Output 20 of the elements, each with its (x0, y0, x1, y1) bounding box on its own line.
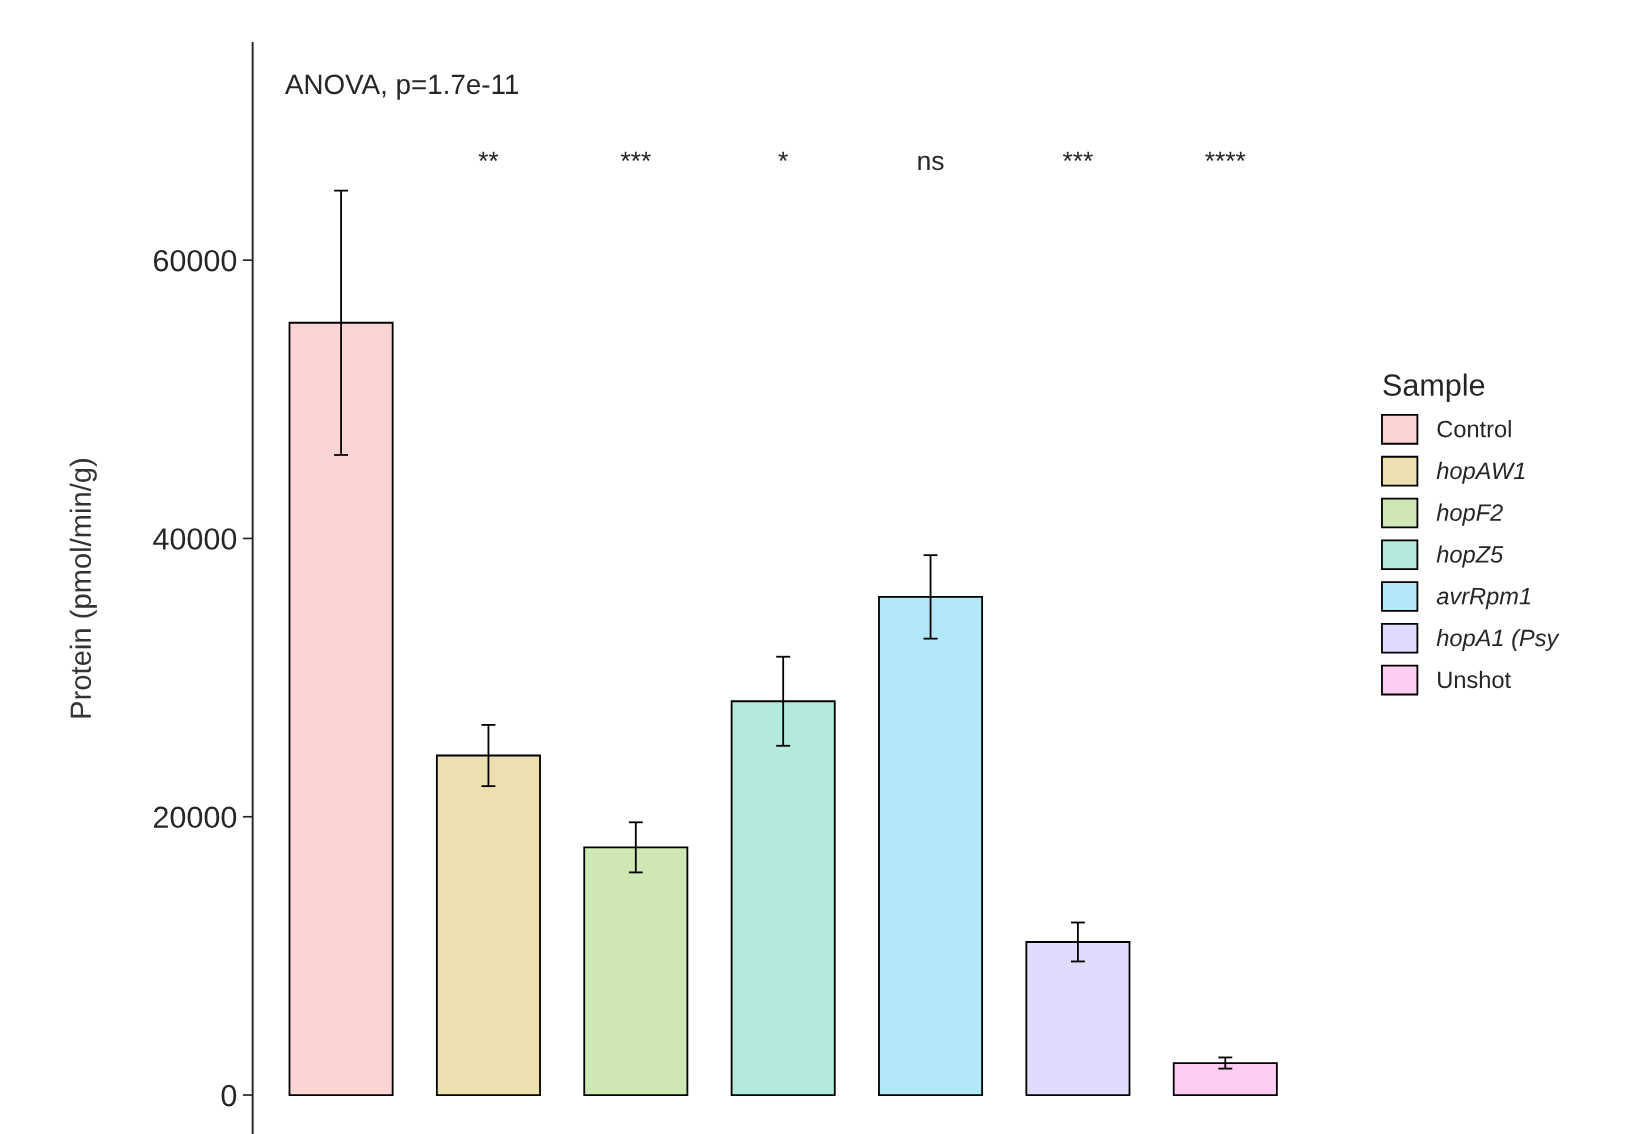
annotation: **** (1205, 151, 1246, 162)
y-tick-label: 40000 (153, 528, 237, 550)
legend-label: Control (1437, 420, 1511, 438)
annotation: ** (478, 151, 499, 162)
legend-label: hopAW1 (1436, 461, 1525, 484)
annotation: * (778, 151, 788, 162)
legend-label: hopF2 (1436, 503, 1503, 526)
annotation: ns (918, 155, 944, 171)
y-tick-label: 0 (221, 1084, 237, 1107)
annotation: ANOVA, p=1.7e-11 (284, 74, 519, 100)
legend-label: Unshot (1438, 670, 1511, 689)
y-tick-label: 20000 (153, 806, 237, 829)
annotation: *** (1062, 151, 1093, 162)
legend-label: hopZ5 (1436, 545, 1504, 568)
legend-label: avrRpm1 (1436, 588, 1531, 610)
y-tick-label: 60000 (153, 249, 237, 272)
legend-label: hopA1 (Psy (1436, 629, 1560, 652)
y-axis-title: Protein (pmol/min/g) (69, 459, 97, 718)
annotation: *** (620, 151, 651, 162)
legend-title: Sample (1383, 373, 1485, 402)
